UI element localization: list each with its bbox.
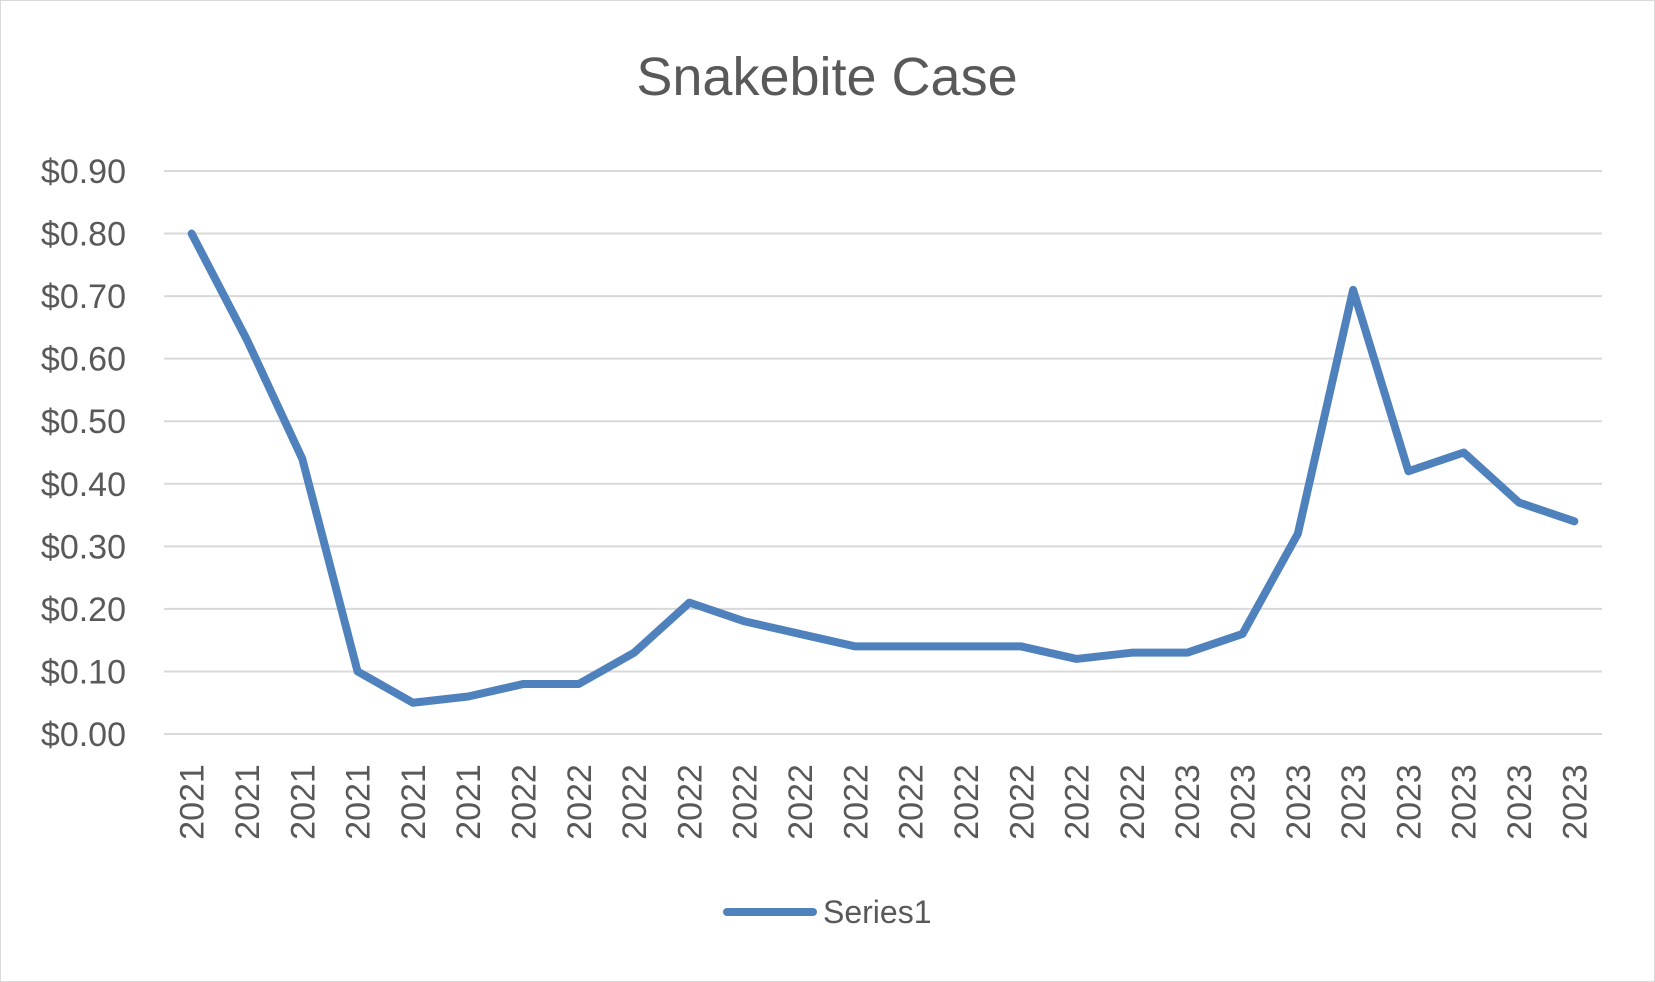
x-tick-label: 2022	[782, 764, 820, 840]
x-tick-label: 2022	[893, 764, 931, 840]
gridlines	[164, 170, 1602, 735]
x-tick-label: 2022	[1003, 764, 1041, 840]
x-tick-label: 2022	[561, 764, 599, 840]
x-tick-label: 2021	[450, 764, 488, 840]
x-tick-label: 2021	[395, 764, 433, 840]
x-tick-label: 2021	[229, 764, 267, 840]
x-tick-label: 2022	[837, 764, 875, 840]
y-tick-label: $0.90	[41, 153, 126, 191]
series-line-series1	[187, 229, 1579, 707]
x-tick-label: 2022	[671, 764, 709, 840]
x-tick-label: 2023	[1225, 764, 1263, 840]
series-layer	[187, 229, 1579, 707]
x-tick-label: 2023	[1556, 764, 1594, 840]
x-axis-tick-labels: 2021 2021 2021 2021 2021 2021 2022 2022 2022 2022…	[174, 764, 1595, 840]
y-axis-tick-labels: $0.00 $0.10 $0.20 $0.30 $0.40 $0.50 $0.60 $0.70…	[41, 153, 126, 754]
chart-title: Snakebite Case	[636, 47, 1017, 107]
y-tick-label: $0.70	[41, 278, 126, 316]
x-tick-label: 2022	[727, 764, 765, 840]
y-tick-label: $0.50	[41, 403, 126, 441]
y-tick-label: $0.40	[41, 466, 126, 504]
x-tick-label: 2023	[1446, 764, 1484, 840]
x-tick-label: 2023	[1169, 764, 1207, 840]
x-tick-label: 2023	[1390, 764, 1428, 840]
x-tick-label: 2022	[616, 764, 654, 840]
x-tick-label: 2023	[1335, 764, 1373, 840]
x-tick-label: 2023	[1280, 764, 1318, 840]
y-tick-label: $0.30	[41, 528, 126, 566]
legend: Series1	[723, 894, 932, 930]
y-tick-label: $0.00	[41, 716, 126, 754]
x-tick-label: 2021	[174, 764, 212, 840]
x-tick-label: 2021	[284, 764, 322, 840]
x-tick-label: 2022	[1059, 764, 1097, 840]
y-tick-label: $0.10	[41, 653, 126, 691]
y-tick-label: $0.80	[41, 216, 126, 254]
x-tick-label: 2021	[340, 764, 378, 840]
x-tick-label: 2022	[948, 764, 986, 840]
y-tick-label: $0.20	[41, 591, 126, 629]
x-tick-label: 2023	[1501, 764, 1539, 840]
legend-label-series1: Series1	[823, 894, 932, 930]
y-tick-label: $0.60	[41, 341, 126, 379]
x-tick-label: 2022	[1114, 764, 1152, 840]
x-tick-label: 2022	[506, 764, 544, 840]
